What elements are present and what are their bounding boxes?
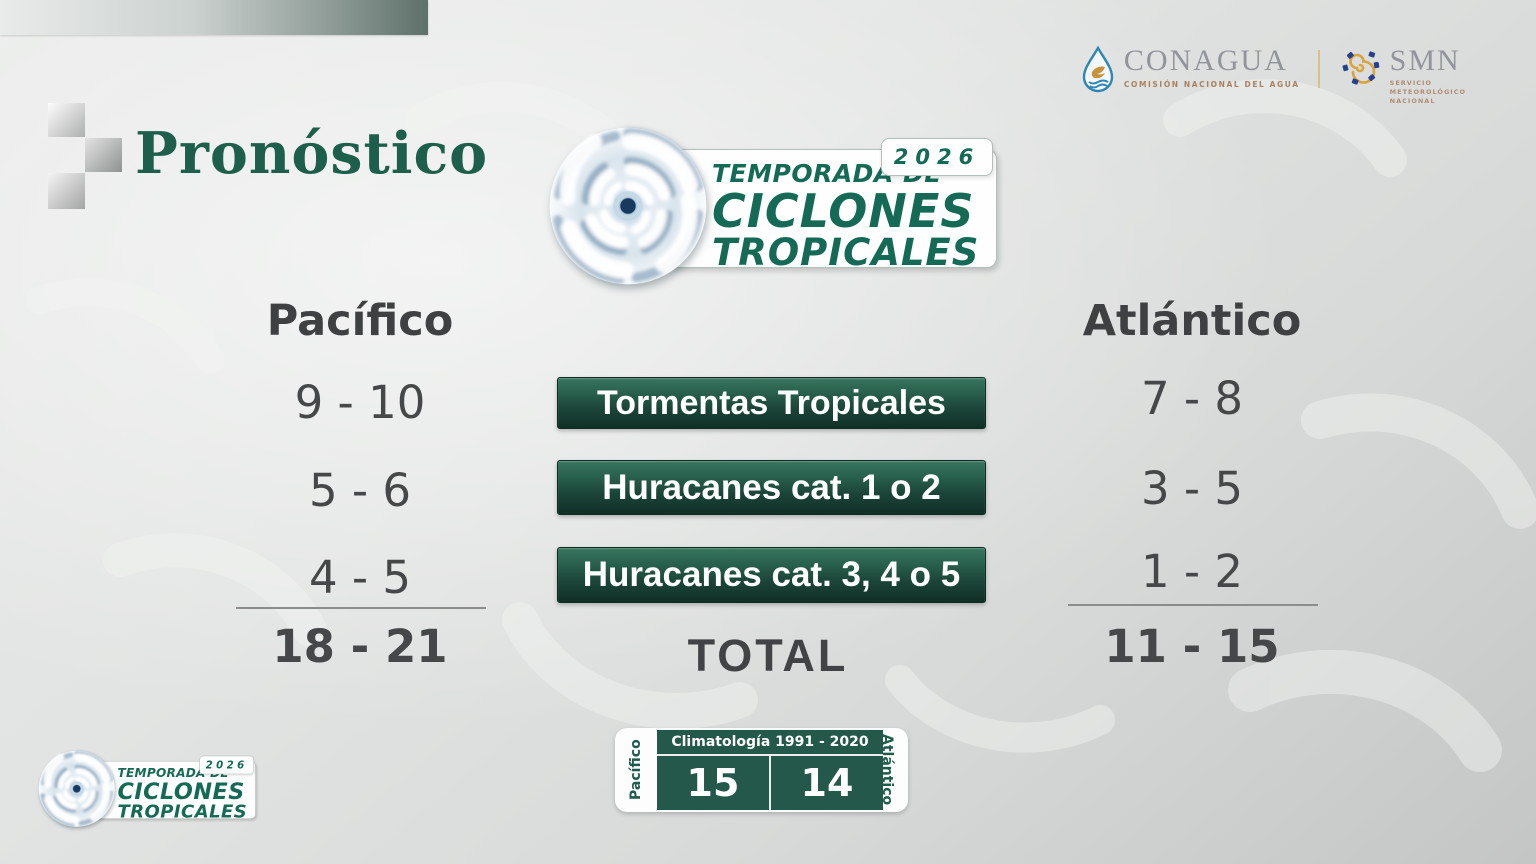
logo-separator bbox=[1317, 50, 1320, 88]
hurricane-image bbox=[36, 748, 117, 829]
season-title-line1: CICLONES bbox=[712, 184, 975, 238]
atlantico-total-value: 11 - 15 bbox=[1104, 620, 1280, 673]
climatology-values: 15 14 bbox=[657, 756, 883, 810]
institution-logos: CONAGUA COMISIÓN NACIONAL DEL AGUA SMN bbox=[1080, 46, 1466, 105]
conagua-water-drop-icon bbox=[1082, 46, 1114, 93]
atlantico-header: Atlántico bbox=[1082, 296, 1302, 346]
pacifico-huracanes12-value: 5 - 6 bbox=[308, 464, 412, 517]
atlantico-huracanes345-value: 1 - 2 bbox=[1140, 545, 1244, 598]
climatology-pacifico-label: Pacífico bbox=[628, 739, 644, 801]
checker-square bbox=[48, 103, 85, 137]
season-title-line2: TROPICALES bbox=[117, 800, 248, 822]
smn-subtitle-line: METEOROLÓGICO bbox=[1389, 87, 1466, 96]
atlantico-total-line bbox=[1068, 604, 1318, 606]
climatology-atlantico-label: Atlántico bbox=[879, 734, 895, 806]
category-bar-huracanes-1-2: Huracanes cat. 1 o 2 bbox=[557, 460, 986, 515]
page-title: Pronóstico bbox=[135, 120, 489, 187]
pacifico-header: Pacífico bbox=[266, 296, 454, 346]
smn-spiral-icon bbox=[1342, 51, 1380, 85]
smn-subtitle-line: SERVICIO bbox=[1389, 79, 1432, 87]
smn-logo: SMN SERVICIO METEOROLÓGICO NACIONAL bbox=[1338, 46, 1466, 105]
pacifico-tormentas-value: 9 - 10 bbox=[294, 376, 426, 429]
conagua-logo: CONAGUA COMISIÓN NACIONAL DEL AGUA bbox=[1080, 46, 1300, 94]
hurricane-image bbox=[544, 122, 712, 290]
climatology-atlantico-value: 14 bbox=[769, 756, 883, 810]
climatology-pacifico-value: 15 bbox=[686, 761, 740, 805]
climatology-title: Climatología 1991 - 2020 bbox=[657, 730, 883, 756]
top-accent-bar bbox=[0, 0, 428, 35]
season-logo-main: 2026 TEMPORADA DE CICLONES TROPICALES bbox=[544, 122, 1004, 277]
climatology-card: Pacífico Climatología 1991 - 2020 15 14 … bbox=[615, 728, 908, 812]
pacifico-total-line bbox=[236, 607, 486, 609]
total-label: TOTAL bbox=[687, 630, 849, 681]
atlantico-huracanes12-value: 3 - 5 bbox=[1140, 462, 1244, 515]
checker-square bbox=[85, 138, 122, 172]
season-year-tab: 2026 bbox=[199, 755, 254, 775]
season-logo-mini: 2026 TEMPORADA DE CICLONES TROPICALES bbox=[36, 748, 259, 823]
pacifico-total-value: 18 - 21 bbox=[272, 620, 448, 673]
checker-square bbox=[48, 173, 85, 209]
season-year-tab: 2026 bbox=[881, 138, 993, 176]
pacifico-huracanes345-value: 4 - 5 bbox=[308, 551, 412, 604]
smn-subtitle-line: NACIONAL bbox=[1389, 96, 1436, 105]
climatology-table: Climatología 1991 - 2020 15 14 bbox=[657, 730, 883, 810]
atlantico-tormentas-value: 7 - 8 bbox=[1140, 372, 1244, 425]
smn-subtitle: SERVICIO METEOROLÓGICO NACIONAL bbox=[1390, 79, 1466, 105]
category-bar-tormentas: Tormentas Tropicales bbox=[557, 377, 986, 429]
conagua-wordmark: CONAGUA bbox=[1123, 44, 1288, 77]
season-title-line2: TROPICALES bbox=[712, 231, 980, 274]
smn-wordmark: SMN bbox=[1389, 44, 1461, 77]
category-bar-huracanes-3-4-5: Huracanes cat. 3, 4 o 5 bbox=[557, 547, 986, 603]
conagua-subtitle: COMISIÓN NACIONAL DEL AGUA bbox=[1123, 80, 1300, 89]
season-title-line1: CICLONES bbox=[117, 778, 245, 805]
